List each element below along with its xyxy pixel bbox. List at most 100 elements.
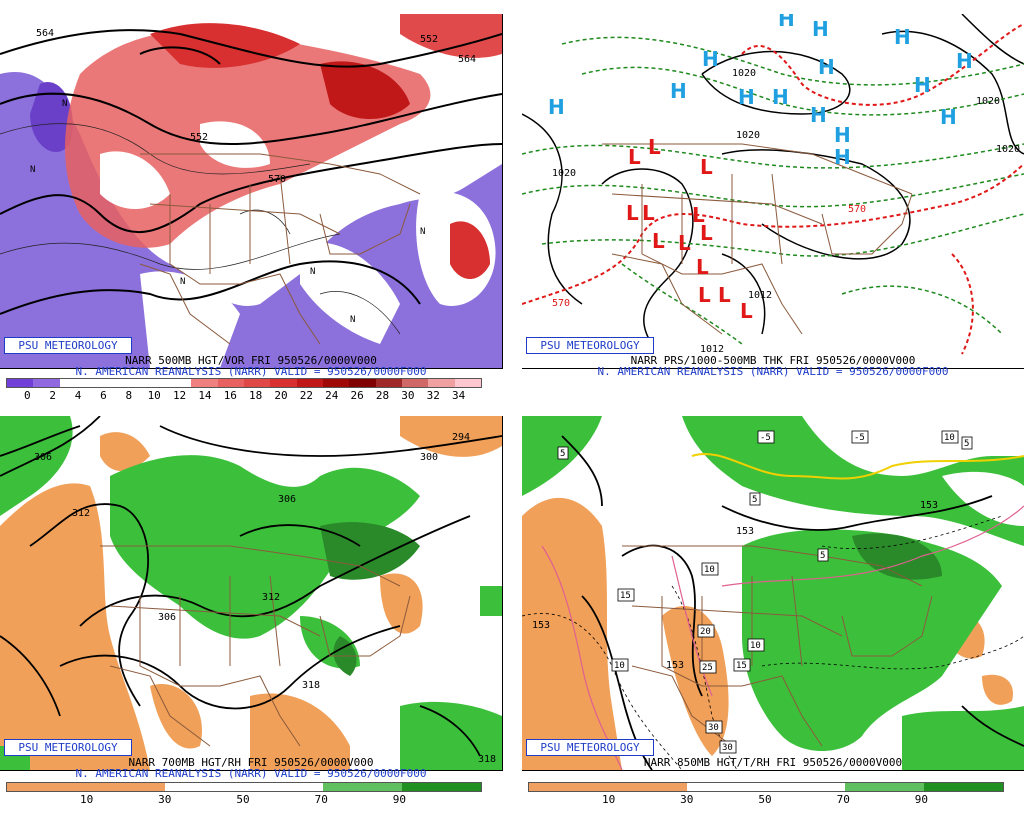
scale-tick-label: 90: [392, 793, 407, 806]
high-pressure-center: H: [548, 95, 565, 119]
low-pressure-center: L: [678, 231, 691, 255]
contour-label: 552: [420, 34, 438, 45]
scale-tick-label: 2: [49, 389, 56, 402]
scale-swatch: [402, 783, 481, 791]
low-pressure-center: L: [628, 145, 641, 169]
contour-label: 564: [36, 28, 54, 39]
rh-moist-area: [742, 529, 1002, 751]
map-850mb: 153 153 153 153 5 -5 -5 10 5 5 10 15 20 25 15 10 10 3…: [522, 416, 1024, 771]
temp-label-box: [557, 446, 569, 460]
panel-title: NARR 500MB HGT/VOR FRI 950526/0000V000: [125, 354, 377, 367]
scale-swatch: [322, 379, 350, 387]
high-pressure-center: H: [834, 145, 851, 169]
contour-label: 153: [532, 620, 550, 631]
temp-label: 30: [708, 723, 719, 733]
panel-title: NARR 700MB HGT/RH FRI 950526/0000V000: [128, 756, 374, 769]
temp-label: 15: [736, 661, 747, 671]
svg-text:N: N: [180, 277, 185, 287]
scale-tick-label: 50: [758, 793, 772, 806]
contour-label: 306: [158, 612, 176, 623]
high-pressure-center: H: [778, 14, 795, 31]
scale-swatch: [687, 783, 766, 791]
scale-swatch: [33, 379, 60, 387]
panel-subtitle: N. AMERICAN REANALYSIS (NARR) VALID = 95…: [75, 767, 427, 780]
scale-swatch: [164, 379, 192, 387]
scale-swatch: [845, 783, 924, 791]
temp-label: 30: [722, 743, 733, 753]
temp-label: 5: [964, 439, 969, 449]
scale-swatch: [296, 379, 323, 387]
rh-moist-area: [110, 455, 420, 639]
temp-label-box: [699, 660, 717, 674]
temp-label: 10: [704, 565, 715, 575]
contour-label: 570: [268, 174, 286, 185]
rh-dry-area: [522, 497, 622, 770]
scale-tick-label: 24: [325, 389, 339, 402]
low-pressure-center: L: [718, 283, 731, 307]
contour-label: 1020: [996, 144, 1020, 155]
low-pressure-center: L: [642, 201, 655, 225]
temp-label: 25: [702, 663, 713, 673]
temp-label: 15: [620, 591, 631, 601]
contour-label: 306: [34, 452, 52, 463]
scale-tick-label: 14: [198, 389, 212, 402]
temp-label-box: [697, 624, 715, 638]
contour-label: 1012: [700, 344, 724, 355]
temp-label-box: [749, 492, 761, 506]
scale-swatch: [243, 379, 271, 387]
svg-text:N: N: [310, 267, 315, 277]
scale-tick-label: 34: [452, 389, 466, 402]
scale-tick-label: 10: [79, 793, 94, 806]
low-pressure-center: L: [696, 255, 709, 279]
high-pressure-center: H: [834, 123, 851, 147]
contour-label: 318: [478, 754, 496, 765]
scale-tick-label: 10: [147, 389, 161, 402]
contour-label: 153: [736, 526, 754, 537]
panel-850mb-temp-rh: 153 153 153 153 5 -5 -5 10 5 5 10 15 20 25 15 10 10 3…: [522, 416, 1024, 806]
scale-swatch: [608, 783, 687, 791]
scale-swatch: [191, 379, 218, 387]
contour-label: 1012: [748, 290, 772, 301]
scale-tick-label: 30: [158, 793, 172, 806]
scale-tick-label: 30: [401, 389, 415, 402]
temp-label-box: [851, 430, 869, 444]
scale-swatch: [112, 379, 139, 387]
temp-label-box: [719, 740, 737, 754]
scale-tick-label: 70: [314, 793, 328, 806]
contour-label: 1020: [976, 96, 1000, 107]
high-pressure-center: H: [894, 25, 911, 49]
temp-label-box: [961, 436, 973, 450]
scale-swatch: [323, 783, 402, 791]
scale-swatch: [766, 783, 845, 791]
low-pressure-center: L: [652, 229, 665, 253]
scale-swatch: [7, 379, 34, 387]
temp-label: 20: [700, 627, 711, 637]
svg-text:N: N: [30, 165, 35, 175]
contour-label: 1020: [552, 168, 576, 179]
map-500mb-graphic: 564 552 564 570 552 N N N N N N: [0, 14, 502, 368]
scale-swatch: [165, 783, 244, 791]
high-pressure-center: H: [702, 47, 719, 71]
contour-label: 318: [302, 680, 320, 691]
scale-tick-label: 22: [299, 389, 314, 402]
temp-label-box: [617, 588, 635, 602]
map-500mb: 564 552 564 570 552 N N N N N N: [0, 14, 503, 369]
scale-swatch: [59, 379, 86, 387]
scale-tick-label: 8: [125, 389, 133, 402]
low-pressure-center: L: [700, 155, 713, 179]
panel-title: NARR 850MB HGT/T/RH FRI 950526/0000V000: [643, 756, 903, 769]
high-pressure-center: H: [772, 85, 789, 109]
temp-label-box: [733, 658, 751, 672]
map-700mb: 306 312 306 312 306 300 294 318 318: [0, 416, 503, 771]
scale-tick-label: 70: [836, 793, 850, 806]
contour-label: 153: [920, 500, 938, 511]
scale-swatch: [217, 379, 244, 387]
svg-text:N: N: [420, 227, 425, 237]
temp-label-box: [817, 548, 829, 562]
low-pressure-center: L: [700, 221, 713, 245]
temp-label-box: [611, 658, 629, 672]
scale-swatch: [529, 783, 608, 791]
contour-label: 1020: [732, 68, 756, 79]
scale-swatch: [375, 379, 402, 387]
vorticity-scale-labels: 0 2 4 6 8 10 12 14 16 18 20 22 24 26 28 30 32 34: [6, 389, 480, 402]
